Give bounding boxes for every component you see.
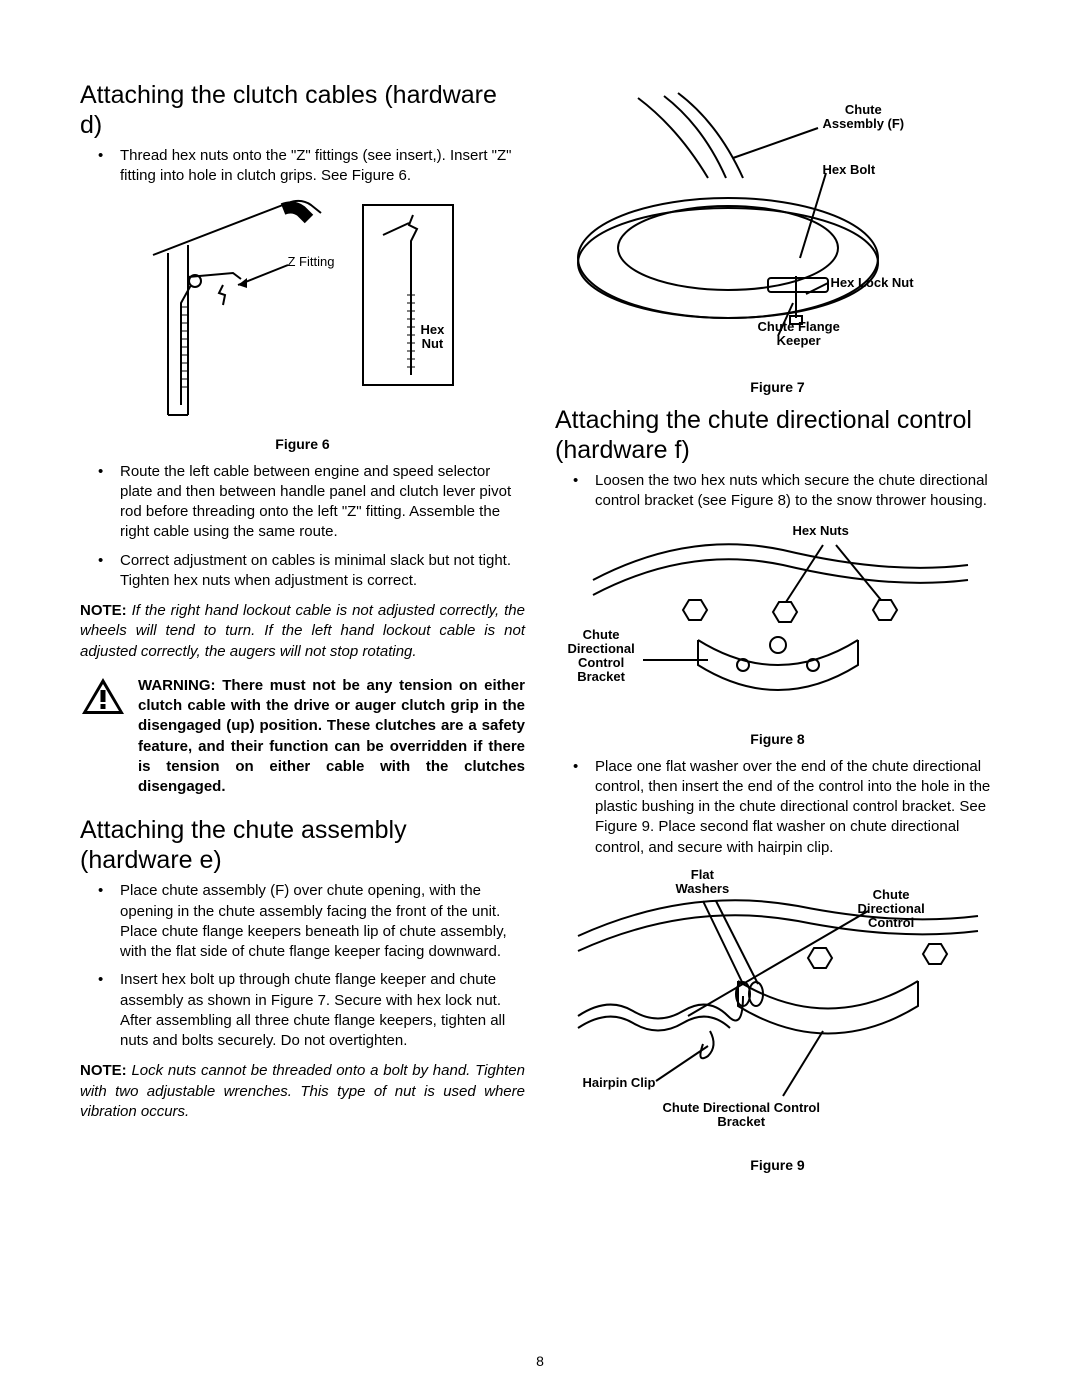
note-body: If the right hand lockout cable is not a… [80,602,525,660]
left-column: Attaching the clutch cables (hardware d)… [80,80,525,1183]
figure-6-svg [133,195,473,425]
list-item: Correct adjustment on cables is minimal … [80,551,525,592]
warning-block: WARNING: There must not be any tension o… [80,676,525,798]
right-column: Chute Assembly (F) Hex Bolt Hex Lock Nut… [555,80,1000,1183]
list-item: Thread hex nuts onto the "Z" fittings (s… [80,146,525,187]
figure-6-caption: Figure 6 [80,436,525,452]
note-locknuts: NOTE: Lock nuts cannot be threaded onto … [80,1061,525,1122]
list-item: Loosen the two hex nuts which secure the… [555,471,1000,512]
figure-8-svg [568,520,988,720]
figure-9: Flat Washers Chute Directional Control H… [555,866,1000,1173]
label-z-fitting: Z Fitting [288,255,335,269]
label-hex-bolt: Hex Bolt [823,163,876,177]
note-lockout: NOTE: If the right hand lockout cable is… [80,601,525,662]
label-bracket: Chute Directional Control Bracket [568,628,635,685]
list-item: Route the left cable between engine and … [80,462,525,543]
figure-9-caption: Figure 9 [555,1157,1000,1173]
page-number: 8 [0,1353,1080,1369]
warning-text: WARNING: There must not be any tension o… [138,676,525,798]
label-control: Chute Directional Control [858,888,925,931]
label-hex-lock-nut: Hex Lock Nut [831,276,914,290]
figure-8: Hex Nuts Chute Directional Control Brack… [555,520,1000,747]
bullets-directional-b: Place one flat washer over the end of th… [555,757,1000,858]
label-flat-washers: Flat Washers [676,868,730,897]
heading-chute-directional: Attaching the chute directional control … [555,405,1000,465]
note-label: NOTE: [80,602,127,619]
label-flange-keeper: Chute Flange Keeper [758,320,840,349]
note-body: Lock nuts cannot be threaded onto a bolt… [80,1062,525,1120]
figure-8-caption: Figure 8 [555,731,1000,747]
bullets-chute-assembly: Place chute assembly (F) over chute open… [80,881,525,1051]
figure-7: Chute Assembly (F) Hex Bolt Hex Lock Nut… [555,88,1000,395]
heading-clutch-cables: Attaching the clutch cables (hardware d) [80,80,525,140]
list-item: Place one flat washer over the end of th… [555,757,1000,858]
heading-chute-assembly: Attaching the chute assembly (hardware e… [80,815,525,875]
list-item: Insert hex bolt up through chute flange … [80,970,525,1051]
figure-7-caption: Figure 7 [555,379,1000,395]
warning-body: There must not be any tension on either … [138,677,525,795]
bullets-clutch-b: Route the left cable between engine and … [80,462,525,592]
label-chute-assembly: Chute Assembly (F) [823,103,905,132]
bullets-directional-a: Loosen the two hex nuts which secure the… [555,471,1000,512]
list-item: Place chute assembly (F) over chute open… [80,881,525,962]
label-hex-nut: Hex Nut [421,323,445,352]
label-bracket2: Chute Directional Control Bracket [663,1101,820,1130]
figure-6: Z Fitting Hex Nut Figure 6 [80,195,525,452]
label-hex-nuts: Hex Nuts [793,524,849,538]
label-hairpin: Hairpin Clip [583,1076,656,1090]
note-label: NOTE: [80,1062,127,1079]
warning-icon [80,676,126,716]
bullets-clutch-a: Thread hex nuts onto the "Z" fittings (s… [80,146,525,187]
warning-label: WARNING: [138,677,216,694]
